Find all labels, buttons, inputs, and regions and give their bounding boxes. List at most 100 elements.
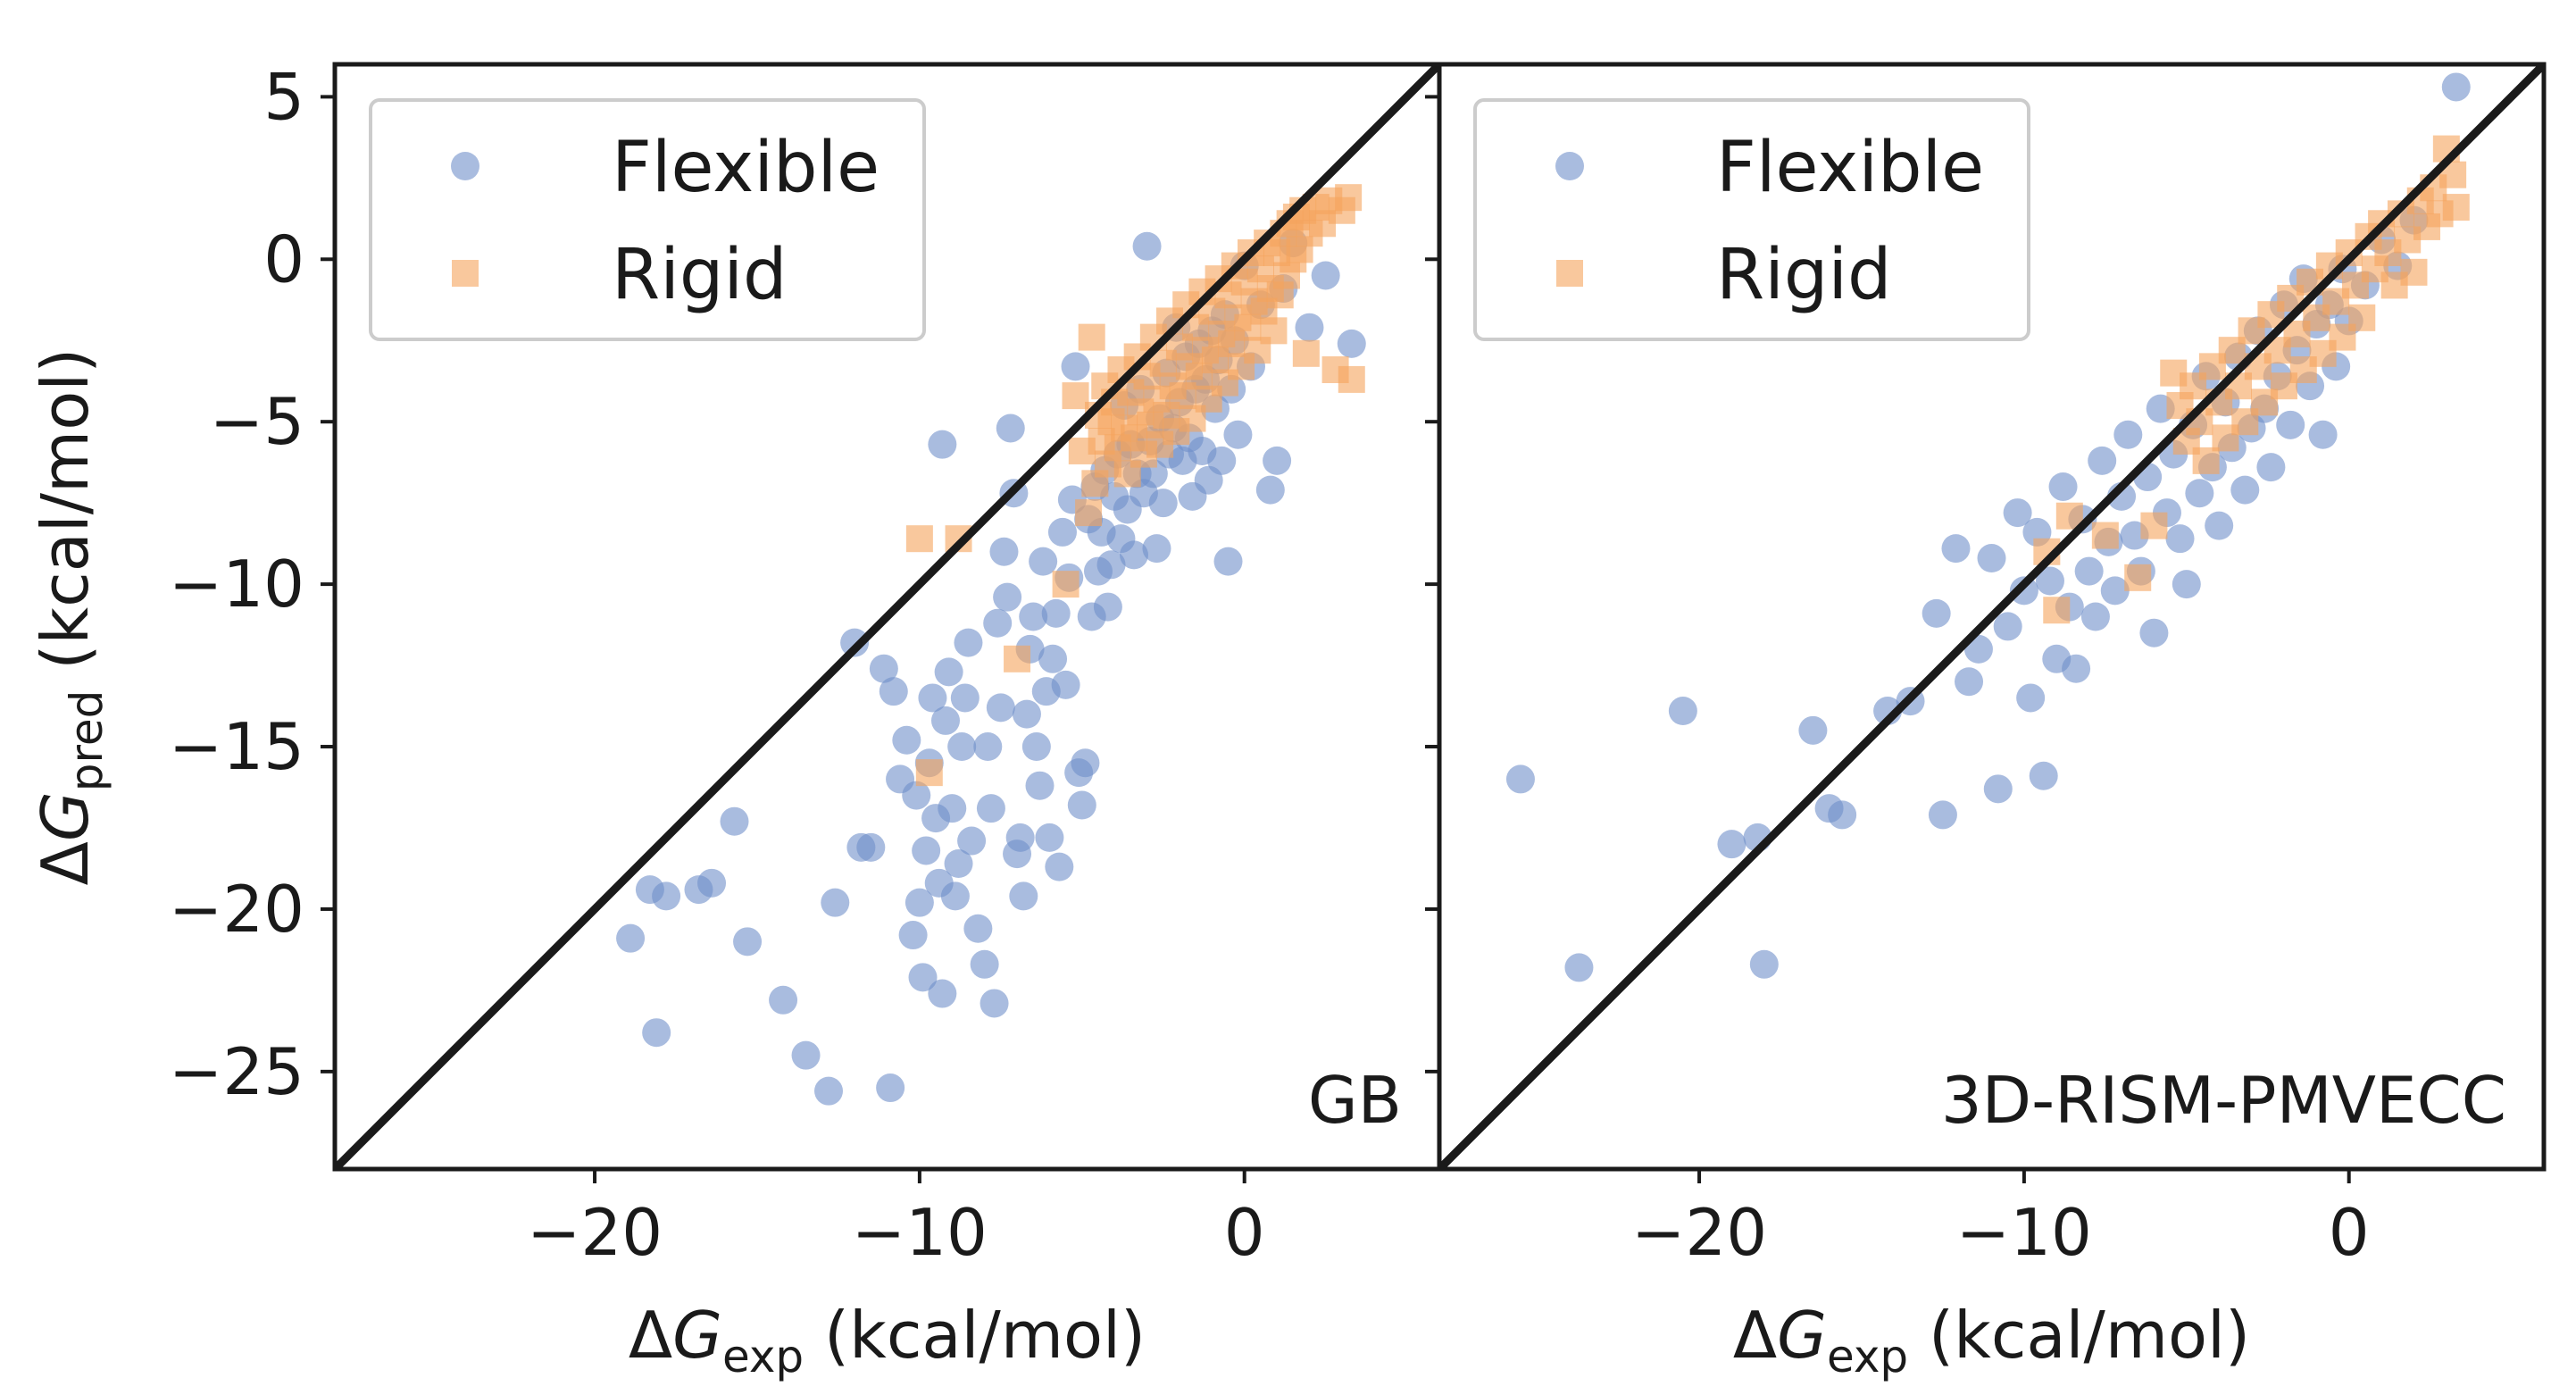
flexible-point [2139, 618, 2169, 647]
flexible-point [733, 927, 763, 956]
flexible-point [1047, 517, 1077, 547]
flexible-point [2256, 453, 2286, 482]
rigid-point [2091, 522, 2119, 549]
flexible-point [2062, 654, 2091, 683]
flexible-point [2185, 479, 2214, 508]
flexible-point [934, 657, 963, 687]
flexible-point [2048, 472, 2078, 501]
flexible-point [821, 888, 850, 917]
flexible-point [980, 989, 1009, 1018]
panel-label: 3D-RISM-PMVECC [1941, 1063, 2506, 1138]
flexible-point [950, 683, 980, 713]
rigid-point [1292, 339, 1320, 367]
flexible-point [928, 430, 957, 459]
rigid-point [915, 759, 943, 787]
flexible-point [986, 693, 1015, 723]
flexible-point [856, 832, 886, 862]
flexible-point [930, 706, 960, 735]
flexible-point [2172, 570, 2201, 599]
flexible-point [1311, 261, 1340, 290]
flexible-point [947, 732, 977, 762]
legend-square-marker [452, 260, 479, 287]
flexible-point [1132, 231, 1162, 261]
flexible-point [1717, 830, 1747, 859]
flexible-point [1505, 764, 1535, 794]
flexible-point [892, 725, 921, 755]
flexible-point [2113, 420, 2143, 449]
flexible-point [1922, 598, 1951, 628]
rigid-point [1062, 382, 1089, 410]
flexible-point [1749, 949, 1779, 979]
flexible-point [1955, 667, 1984, 697]
flexible-point [1255, 475, 1285, 505]
flexible-point [1207, 446, 1237, 475]
flexible-point [876, 1073, 905, 1103]
legend-label: Rigid [1716, 235, 1892, 315]
x-tick-label: −10 [852, 1195, 988, 1270]
flexible-point [940, 881, 970, 911]
flexible-point [938, 794, 967, 823]
flexible-point [1012, 699, 1041, 729]
y-axis-title: ΔGpred (kcal/mol) [28, 348, 113, 886]
legend-square-marker [1556, 260, 1583, 287]
flexible-point [791, 1040, 821, 1070]
flexible-point [1142, 534, 1171, 564]
flexible-point [1798, 715, 1828, 745]
flexible-point [879, 677, 908, 706]
y-tick-label: −15 [169, 709, 304, 784]
flexible-point [993, 582, 1022, 612]
flexible-point [2074, 556, 2104, 586]
flexible-point [2276, 410, 2305, 439]
flexible-point [840, 628, 870, 657]
identity-line [1439, 64, 2544, 1169]
flexible-point [898, 921, 928, 950]
panel-label: GB [1308, 1063, 1402, 1138]
flexible-point [1993, 612, 2022, 641]
rigid-point [1004, 645, 1031, 672]
x-axis-title: ΔGexp (kcal/mol) [1733, 1298, 2250, 1382]
flexible-point [616, 923, 646, 953]
x-tick-label: 0 [2329, 1195, 2370, 1270]
flexible-point [1120, 540, 1149, 570]
y-tick-label: −5 [210, 384, 304, 459]
y-tick-label: −20 [169, 872, 304, 947]
rigid-point [2124, 564, 2152, 591]
rigid-point [2192, 447, 2220, 474]
x-tick-label: 0 [1224, 1195, 1265, 1270]
flexible-point [1213, 547, 1243, 576]
flexible-point [1148, 489, 1178, 518]
flexible-point [1337, 329, 1366, 358]
flexible-point [2016, 683, 2046, 713]
flexible-point [1828, 800, 1857, 830]
flexible-point [1035, 823, 1064, 852]
legend-label: Rigid [612, 235, 788, 315]
flexible-point [1223, 420, 1253, 449]
flexible-point [1941, 534, 1971, 564]
flexible-point [944, 849, 973, 879]
flexible-point [1038, 644, 1068, 673]
flexible-point [1009, 881, 1038, 911]
rigid-point [1078, 323, 1105, 351]
flexible-point [963, 914, 993, 943]
flexible-point [1295, 313, 1324, 342]
flexible-point [1093, 592, 1122, 622]
x-tick-label: −10 [1956, 1195, 2092, 1270]
flexible-point [902, 781, 931, 810]
rigid-point [2348, 304, 2376, 331]
flexible-point [1096, 550, 1126, 580]
y-tick-label: 0 [263, 221, 304, 297]
flexible-point [2308, 420, 2338, 449]
flexible-point [954, 628, 983, 657]
x-tick-label: −20 [1631, 1195, 1767, 1270]
flexible-point [1071, 748, 1100, 778]
flexible-point [908, 963, 938, 992]
flexible-point [2080, 602, 2110, 631]
rigid-point [1338, 365, 1365, 393]
flexible-point [2230, 475, 2260, 505]
rigid-point [1335, 184, 1363, 212]
flexible-point [1067, 790, 1096, 820]
flexible-point [1983, 774, 2013, 804]
flexible-point [2029, 761, 2058, 790]
flexible-point [976, 794, 1005, 823]
legend-label: Flexible [612, 128, 880, 208]
